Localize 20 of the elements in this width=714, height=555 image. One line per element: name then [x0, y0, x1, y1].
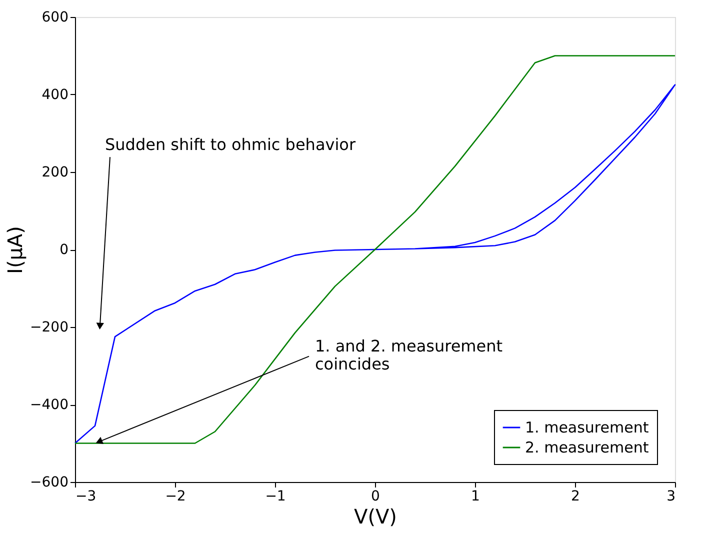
x-tick-label: −1: [265, 488, 286, 504]
legend-label: 1. measurement: [525, 418, 649, 436]
x-tick-label: −3: [76, 488, 96, 504]
y-tick-label: 400: [42, 87, 68, 103]
y-tick-label: −400: [30, 397, 68, 413]
x-tick-label: −2: [165, 488, 186, 504]
x-tick-label: 3: [666, 488, 676, 504]
x-tick-label: 0: [371, 488, 380, 504]
y-tick-label: 600: [42, 10, 68, 26]
y-tick-label: 0: [60, 242, 68, 258]
x-tick-label: 1: [471, 488, 480, 504]
annotation: 1. and 2. measurement coincides: [315, 336, 503, 374]
x-axis-title: V(V): [354, 504, 397, 528]
y-axis-title: I(μA): [3, 226, 28, 274]
annotation: Sudden shift to ohmic behavior: [105, 135, 356, 154]
legend-label: 2. measurement: [525, 438, 649, 456]
y-tick-label: −600: [30, 474, 68, 490]
y-tick-label: −200: [30, 320, 68, 336]
y-tick-label: 200: [42, 164, 68, 180]
x-tick-label: 2: [571, 488, 580, 504]
